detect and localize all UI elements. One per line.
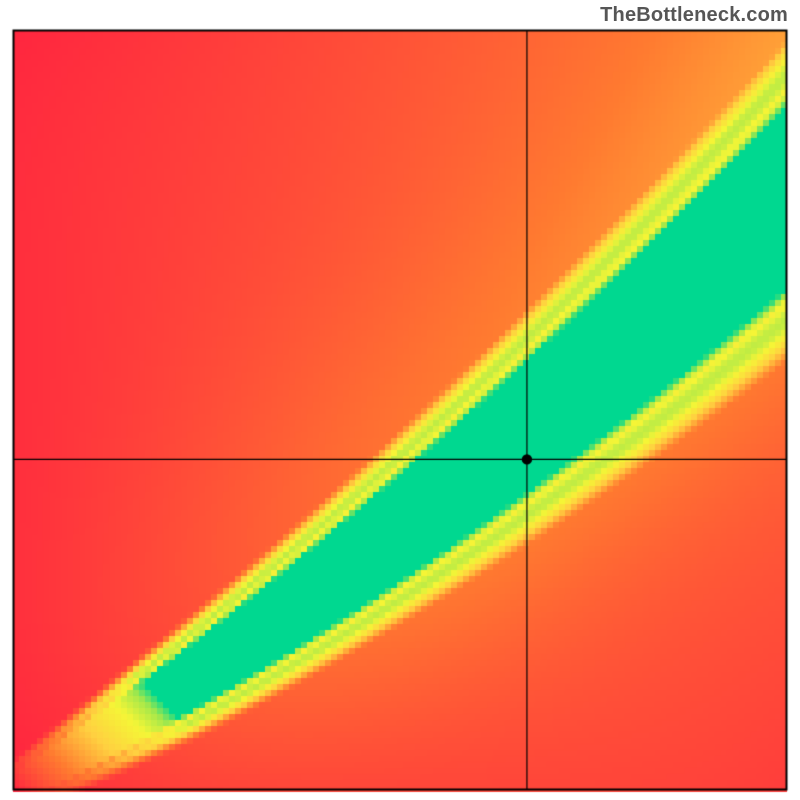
bottleneck-heatmap [0, 0, 800, 800]
chart-container: TheBottleneck.com [0, 0, 800, 800]
watermark-label: TheBottleneck.com [600, 4, 788, 27]
